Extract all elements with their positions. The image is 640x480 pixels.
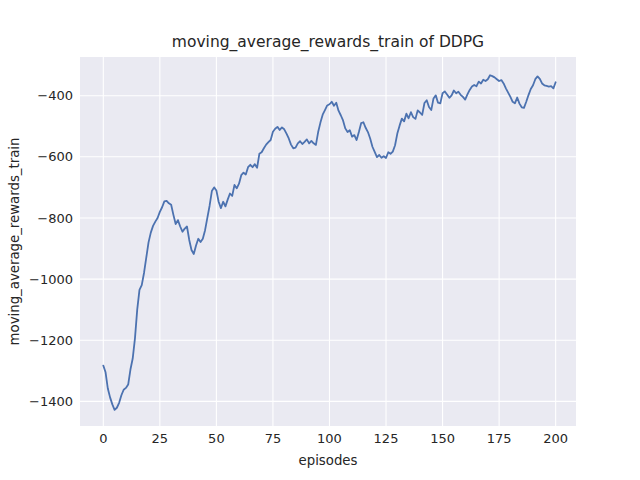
x-tick-label: 0: [99, 431, 107, 446]
x-tick-label: 25: [152, 431, 169, 446]
x-tick-label: 75: [265, 431, 282, 446]
x-tick-label: 100: [317, 431, 342, 446]
y-axis-label: moving_average_rewards_train: [7, 138, 22, 346]
x-tick-label: 200: [543, 431, 568, 446]
y-tick-label: −1200: [29, 333, 73, 348]
x-tick-label: 125: [374, 431, 399, 446]
y-tick-label: −800: [37, 211, 73, 226]
x-tick-labels: 0 25 50 75 100 125 150 175 200: [99, 431, 568, 446]
y-tick-labels: −400 −600 −800 −1000 −1200 −1400: [29, 88, 73, 409]
chart-title: moving_average_rewards_train of DDPG: [172, 33, 484, 52]
x-axis-label: episodes: [299, 453, 358, 468]
y-tick-label: −1000: [29, 272, 73, 287]
x-tick-label: 150: [430, 431, 455, 446]
x-tick-label: 175: [487, 431, 512, 446]
x-tick-label: 50: [208, 431, 225, 446]
reward-line-chart: 0 25 50 75 100 125 150 175 200 −400 −600 −800 −1000…: [0, 0, 640, 480]
y-tick-label: −400: [37, 88, 73, 103]
matplotlib-figure: 0 25 50 75 100 125 150 175 200 −400 −600 −800 −1000…: [0, 0, 640, 480]
y-tick-label: −600: [37, 149, 73, 164]
plot-area: [80, 57, 576, 426]
y-tick-label: −1400: [29, 394, 73, 409]
